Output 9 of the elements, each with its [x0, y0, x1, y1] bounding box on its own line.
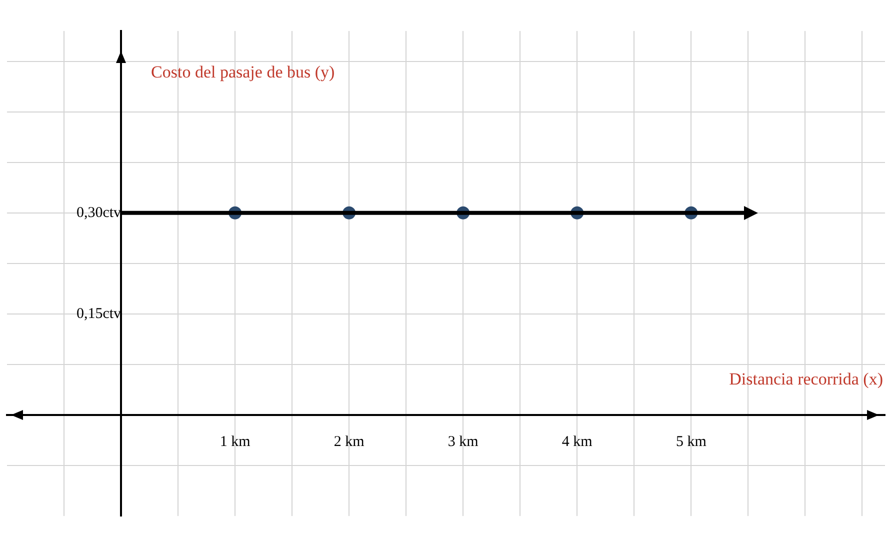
x-tick-label: 4 km — [562, 434, 593, 450]
x-tick-label: 2 km — [334, 434, 365, 450]
y-axis-title: Costo del pasaje de bus (y) — [151, 62, 335, 82]
x-tick-label: 1 km — [220, 434, 251, 450]
x-tick-label: 5 km — [676, 434, 707, 450]
y-tick-label: 0,15ctv — [76, 306, 122, 322]
x-axis-title: Distancia recorrida (x) — [729, 369, 883, 388]
y-tick-label: 0,30ctv — [76, 204, 122, 221]
x-tick-label: 3 km — [448, 434, 479, 450]
